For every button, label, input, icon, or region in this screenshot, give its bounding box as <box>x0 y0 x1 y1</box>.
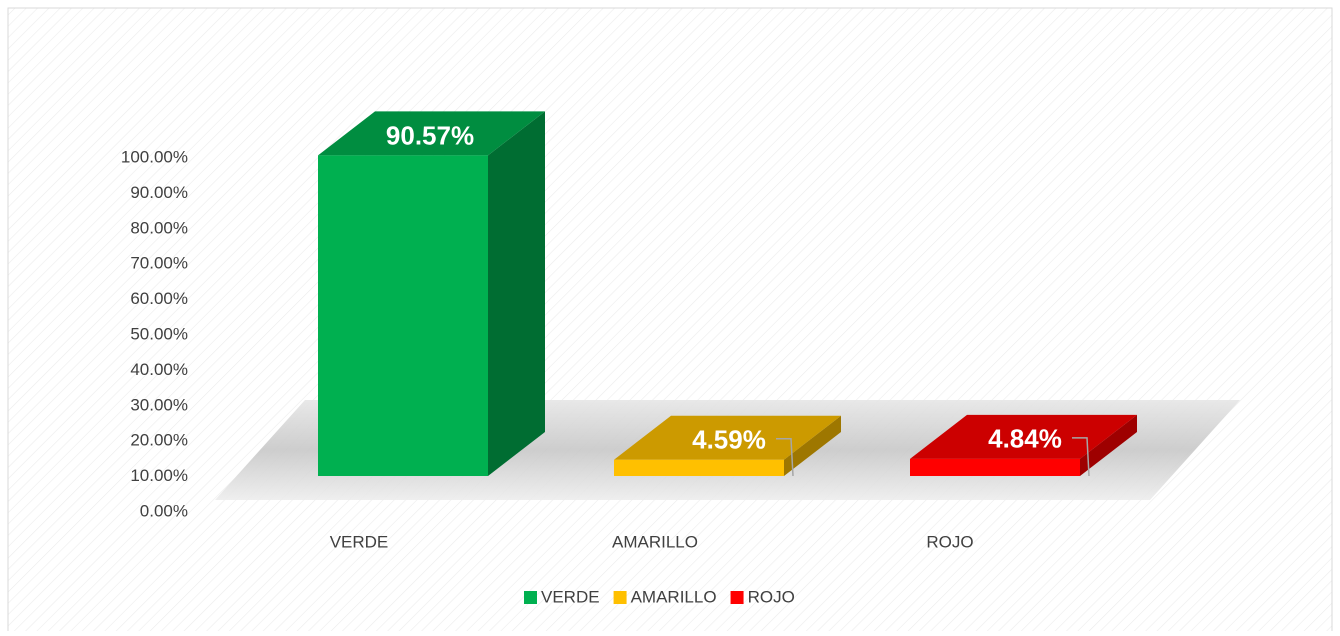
bar-side <box>1080 414 1137 476</box>
bar-top <box>910 414 1137 459</box>
leader-line <box>776 438 794 477</box>
y-tick-label: 60.00% <box>130 289 188 308</box>
y-tick-label: 80.00% <box>130 218 188 237</box>
bar-top <box>318 111 545 156</box>
legend-swatch <box>730 591 744 604</box>
y-tick-label: 100.00% <box>121 147 188 166</box>
y-tick-label: 30.00% <box>130 395 188 414</box>
legend-label: ROJO <box>748 587 795 606</box>
legend-swatch <box>524 591 537 604</box>
y-tick-label: 70.00% <box>130 254 188 273</box>
data-label: 90.57% <box>386 120 474 150</box>
y-tick-label: 90.00% <box>130 183 188 202</box>
bar-front <box>318 155 488 476</box>
x-tick-label: VERDE <box>330 532 389 551</box>
bar <box>910 414 1137 476</box>
bar-front <box>614 459 784 476</box>
x-tick-label: AMARILLO <box>612 532 698 551</box>
y-tick-label: 0.00% <box>140 501 188 520</box>
bar-side <box>488 111 545 476</box>
bar-side <box>784 415 841 476</box>
y-tick-label: 50.00% <box>130 324 188 343</box>
bar-front <box>910 458 1080 476</box>
data-label: 4.59% <box>692 425 766 455</box>
y-tick-label: 10.00% <box>130 466 188 485</box>
chart-area <box>7 7 1333 636</box>
y-tick-label: 40.00% <box>130 360 188 379</box>
bar-top <box>614 415 841 460</box>
y-tick-label: 20.00% <box>130 431 188 450</box>
legend-label: AMARILLO <box>631 587 717 606</box>
legend-swatch <box>613 591 627 604</box>
bar <box>318 111 545 476</box>
leader-line <box>1072 437 1090 477</box>
legend-label: VERDE <box>541 587 600 606</box>
data-label: 4.84% <box>988 424 1062 454</box>
bar <box>614 415 841 476</box>
x-tick-label: ROJO <box>926 532 973 551</box>
